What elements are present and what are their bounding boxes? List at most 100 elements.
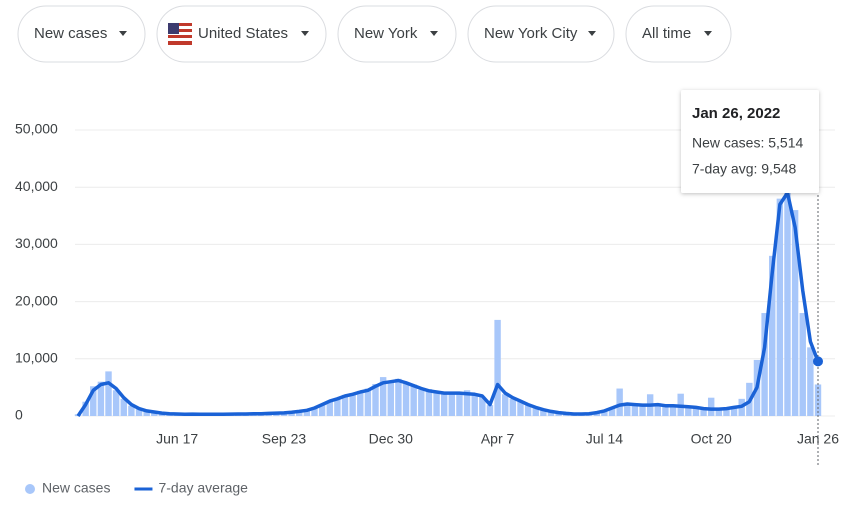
bar bbox=[418, 389, 425, 416]
bar bbox=[395, 378, 402, 416]
dropdown-arrow bbox=[704, 31, 712, 36]
chip-label: All time bbox=[642, 25, 691, 42]
bar bbox=[341, 394, 349, 416]
bar bbox=[143, 411, 150, 416]
dropdown-arrow bbox=[588, 31, 596, 36]
bar bbox=[105, 371, 112, 416]
tooltip-box bbox=[681, 90, 819, 193]
bar bbox=[128, 405, 135, 416]
y-tick-label: 40,000 bbox=[15, 178, 58, 194]
bar bbox=[90, 386, 97, 416]
chip-label: New cases bbox=[34, 25, 107, 42]
y-tick-label: 30,000 bbox=[15, 235, 58, 251]
chip-label: United States bbox=[198, 25, 288, 42]
plot: 0 10,000 20,000 30,000 40,000 50,000 Jun 17 Sep… bbox=[15, 121, 839, 496]
y-tick-label: 0 bbox=[15, 407, 23, 423]
bar bbox=[624, 403, 631, 416]
bar bbox=[402, 383, 410, 416]
chip-bg bbox=[467, 5, 615, 63]
bar bbox=[631, 405, 639, 416]
bar bbox=[799, 313, 806, 416]
bar bbox=[707, 397, 715, 416]
dropdown-arrow bbox=[119, 31, 127, 36]
bar bbox=[791, 210, 799, 416]
chip-bg bbox=[156, 5, 327, 63]
bar bbox=[669, 405, 677, 416]
bar bbox=[463, 390, 471, 416]
dropdown-arrow bbox=[301, 31, 309, 36]
bar bbox=[517, 401, 524, 416]
bar bbox=[303, 409, 311, 416]
filter-chip[interactable]: New York City bbox=[467, 5, 615, 63]
bar bbox=[135, 409, 143, 416]
bar bbox=[540, 410, 547, 416]
bar bbox=[425, 389, 433, 416]
bar bbox=[479, 397, 486, 416]
bar bbox=[82, 401, 89, 416]
bar bbox=[723, 407, 730, 416]
bar bbox=[97, 381, 105, 416]
bar bbox=[296, 411, 303, 416]
bar bbox=[334, 398, 341, 416]
bar bbox=[112, 390, 120, 416]
bar bbox=[410, 384, 417, 416]
bar bbox=[807, 347, 814, 416]
bar bbox=[685, 407, 692, 416]
bar bbox=[608, 407, 616, 416]
bar bbox=[509, 398, 517, 416]
bar bbox=[387, 380, 394, 416]
bar bbox=[433, 392, 440, 416]
filter-chip[interactable]: New York bbox=[337, 5, 457, 63]
legend-label: 7-day average bbox=[158, 480, 248, 496]
x-tick-label: Sep 23 bbox=[262, 431, 307, 447]
bar bbox=[784, 181, 791, 416]
bar bbox=[311, 407, 318, 416]
chip-bg bbox=[337, 5, 457, 63]
bar bbox=[601, 410, 608, 416]
bar bbox=[524, 405, 532, 416]
bar bbox=[776, 198, 784, 416]
dropdown-arrow bbox=[430, 31, 438, 36]
x-tick-label: Oct 20 bbox=[691, 431, 732, 447]
chip-label: New York bbox=[354, 25, 418, 42]
y-tick-label: 50,000 bbox=[15, 121, 58, 137]
y-tick-label: 20,000 bbox=[15, 292, 58, 308]
us-flag bbox=[168, 23, 192, 45]
legend-swatch bbox=[25, 484, 35, 494]
bar bbox=[349, 393, 356, 416]
x-tick-label: Apr 7 bbox=[481, 431, 515, 447]
x-tick-label: Jan 26 bbox=[797, 431, 839, 447]
bar bbox=[555, 412, 562, 416]
bar bbox=[448, 393, 456, 416]
bar bbox=[761, 313, 768, 416]
tooltip-date: Jan 26, 2022 bbox=[692, 105, 780, 122]
line bbox=[76, 191, 820, 417]
bar bbox=[654, 403, 661, 416]
chip-label: New York City bbox=[484, 25, 578, 42]
bar bbox=[700, 409, 707, 416]
hover-point bbox=[813, 356, 823, 367]
bar bbox=[151, 412, 158, 416]
bar bbox=[471, 394, 478, 416]
filter-chip[interactable]: New cases bbox=[17, 5, 146, 63]
bar bbox=[502, 394, 509, 416]
tooltip-line: 7-day avg: 9,548 bbox=[692, 161, 797, 177]
bar bbox=[715, 409, 723, 416]
bar bbox=[692, 407, 700, 416]
bar bbox=[318, 403, 326, 416]
bar bbox=[639, 403, 646, 416]
bar bbox=[532, 407, 539, 416]
bar bbox=[662, 406, 669, 416]
filter-chip[interactable]: All time bbox=[625, 5, 732, 63]
bar bbox=[769, 255, 776, 416]
x-tick-label: Jun 17 bbox=[156, 431, 198, 447]
bar bbox=[326, 400, 333, 416]
filter-chip[interactable]: United States bbox=[156, 5, 327, 63]
bar bbox=[547, 411, 555, 416]
bar bbox=[364, 388, 372, 416]
bar bbox=[372, 383, 379, 416]
chip-bg bbox=[17, 5, 146, 63]
x-tick-label: Dec 30 bbox=[369, 431, 414, 447]
